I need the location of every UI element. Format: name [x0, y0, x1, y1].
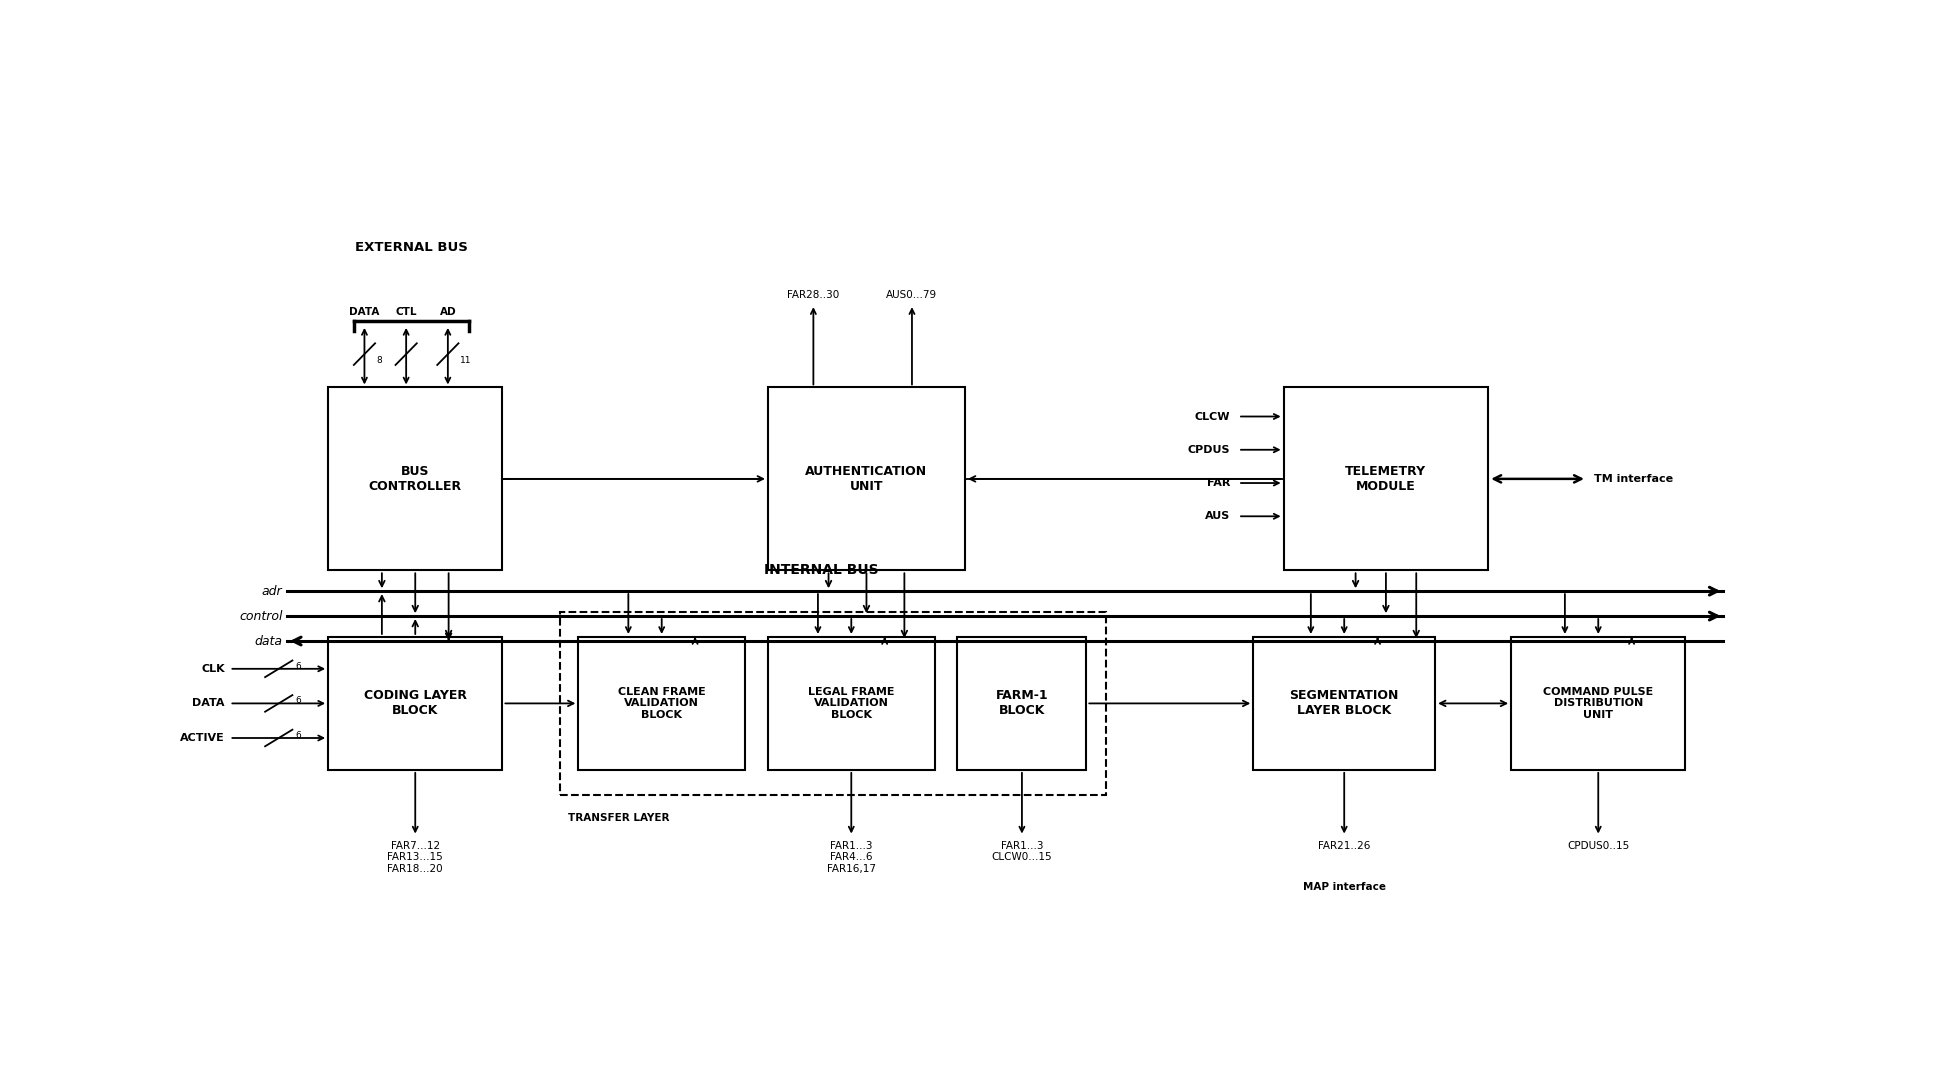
Text: AD: AD: [440, 307, 456, 316]
Bar: [957, 637, 1086, 770]
Text: TM interface: TM interface: [1595, 474, 1673, 484]
Text: DATA: DATA: [348, 307, 380, 316]
Text: FAR: FAR: [1207, 478, 1231, 488]
Text: 8: 8: [376, 356, 382, 365]
Text: MAP interface: MAP interface: [1303, 882, 1386, 892]
Bar: [329, 388, 503, 570]
Text: DATA: DATA: [192, 699, 225, 708]
Text: CLCW: CLCW: [1196, 411, 1231, 421]
Text: CLEAN FRAME
VALIDATION
BLOCK: CLEAN FRAME VALIDATION BLOCK: [618, 687, 706, 720]
Text: FAR28..30: FAR28..30: [787, 291, 840, 300]
Text: SEGMENTATION
LAYER BLOCK: SEGMENTATION LAYER BLOCK: [1290, 689, 1399, 717]
Text: control: control: [239, 609, 282, 622]
Bar: [329, 637, 503, 770]
Text: COMMAND PULSE
DISTRIBUTION
UNIT: COMMAND PULSE DISTRIBUTION UNIT: [1544, 687, 1654, 720]
Text: 6: 6: [296, 662, 301, 671]
Bar: [1511, 637, 1685, 770]
Text: LEGAL FRAME
VALIDATION
BLOCK: LEGAL FRAME VALIDATION BLOCK: [808, 687, 894, 720]
Text: EXTERNAL BUS: EXTERNAL BUS: [354, 241, 468, 255]
Text: INTERNAL BUS: INTERNAL BUS: [763, 563, 879, 577]
Bar: [579, 637, 746, 770]
Bar: [767, 388, 965, 570]
Bar: [767, 637, 935, 770]
Text: 11: 11: [460, 356, 472, 365]
Text: TELEMETRY
MODULE: TELEMETRY MODULE: [1344, 464, 1427, 492]
Text: FAR1...3
CLCW0...15: FAR1...3 CLCW0...15: [992, 840, 1053, 862]
Bar: [560, 612, 1106, 795]
Text: AUS: AUS: [1206, 511, 1231, 522]
Text: FAR7...12
FAR13...15
FAR18...20: FAR7...12 FAR13...15 FAR18...20: [387, 840, 442, 874]
Text: 6: 6: [296, 697, 301, 705]
Text: CPDUS: CPDUS: [1188, 445, 1231, 455]
Text: FAR21..26: FAR21..26: [1317, 840, 1370, 851]
Text: CTL: CTL: [395, 307, 417, 316]
Text: AUS0...79: AUS0...79: [887, 291, 937, 300]
Text: AUTHENTICATION
UNIT: AUTHENTICATION UNIT: [806, 464, 928, 492]
Text: CLK: CLK: [202, 664, 225, 674]
Text: data: data: [254, 635, 282, 648]
Text: adr: adr: [262, 584, 282, 597]
Text: TRANSFER LAYER: TRANSFER LAYER: [568, 813, 669, 823]
Text: ACTIVE: ACTIVE: [180, 733, 225, 743]
Text: 6: 6: [296, 731, 301, 740]
Text: CODING LAYER
BLOCK: CODING LAYER BLOCK: [364, 689, 468, 717]
Bar: [1284, 388, 1489, 570]
Text: CPDUS0..15: CPDUS0..15: [1568, 840, 1630, 851]
Text: FARM-1
BLOCK: FARM-1 BLOCK: [996, 689, 1049, 717]
Text: FAR1...3
FAR4...6
FAR16,17: FAR1...3 FAR4...6 FAR16,17: [826, 840, 877, 874]
Text: BUS
CONTROLLER: BUS CONTROLLER: [368, 464, 462, 492]
Bar: [1252, 637, 1434, 770]
